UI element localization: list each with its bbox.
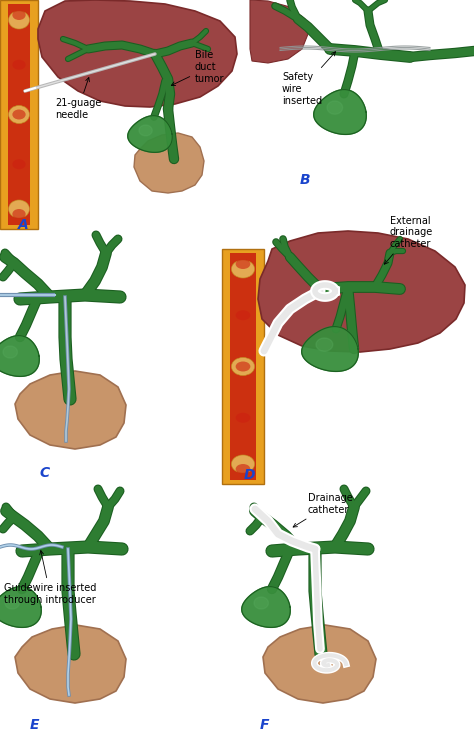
Text: E: E — [30, 718, 39, 732]
Polygon shape — [15, 625, 126, 703]
Text: D: D — [244, 468, 255, 482]
Polygon shape — [250, 0, 308, 63]
Bar — [230, 253, 255, 480]
Polygon shape — [314, 90, 366, 134]
Bar — [0, 0, 38, 229]
Bar — [8, 4, 30, 225]
Ellipse shape — [236, 310, 250, 321]
Ellipse shape — [236, 464, 250, 474]
Ellipse shape — [9, 106, 29, 124]
Ellipse shape — [231, 357, 255, 375]
Polygon shape — [139, 125, 152, 136]
Polygon shape — [242, 586, 290, 628]
Text: A: A — [18, 218, 29, 232]
Polygon shape — [0, 586, 41, 628]
Polygon shape — [258, 231, 465, 352]
Polygon shape — [5, 597, 19, 609]
Ellipse shape — [12, 10, 26, 20]
Text: F: F — [260, 718, 270, 732]
Ellipse shape — [9, 200, 29, 218]
Ellipse shape — [236, 259, 250, 269]
Text: B: B — [300, 173, 310, 187]
Polygon shape — [0, 336, 39, 377]
Polygon shape — [15, 371, 126, 449]
Ellipse shape — [236, 362, 250, 372]
Polygon shape — [134, 133, 204, 193]
Ellipse shape — [231, 455, 255, 473]
Text: 21-guage
needle: 21-guage needle — [55, 77, 101, 120]
Polygon shape — [316, 338, 333, 351]
Polygon shape — [263, 625, 376, 703]
Polygon shape — [301, 327, 358, 372]
Text: C: C — [40, 466, 50, 480]
Polygon shape — [327, 101, 343, 114]
Text: Bile
duct
tumor: Bile duct tumor — [171, 50, 225, 85]
Ellipse shape — [12, 109, 26, 120]
Ellipse shape — [12, 60, 26, 70]
Ellipse shape — [9, 11, 29, 29]
Ellipse shape — [236, 413, 250, 422]
Bar — [222, 249, 264, 484]
Ellipse shape — [12, 209, 26, 219]
Text: Drainage
catheter: Drainage catheter — [293, 493, 353, 527]
Polygon shape — [3, 346, 18, 358]
Polygon shape — [254, 597, 268, 609]
Text: Guidewire inserted
through introducer: Guidewire inserted through introducer — [4, 551, 96, 604]
Polygon shape — [128, 115, 172, 152]
Text: Safety
wire
inserted: Safety wire inserted — [282, 52, 336, 106]
Ellipse shape — [231, 260, 255, 278]
Ellipse shape — [12, 160, 26, 169]
Polygon shape — [38, 0, 237, 107]
Text: External
drainage
catheter: External drainage catheter — [384, 216, 433, 264]
